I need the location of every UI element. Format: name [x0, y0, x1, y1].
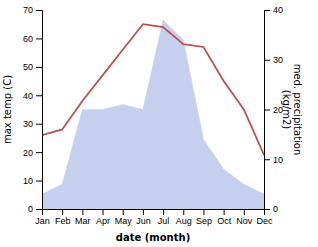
tick-label: 60 — [23, 34, 33, 44]
tick: 50 — [23, 62, 42, 72]
tick-mark — [264, 60, 270, 61]
tick-mark — [62, 209, 63, 215]
tick-mark — [36, 67, 42, 68]
tick-label: Mar — [75, 216, 91, 226]
tick-mark — [143, 209, 144, 215]
tick-label: Aug — [176, 216, 192, 226]
tick-label: Feb — [55, 216, 71, 226]
tick-mark — [224, 209, 225, 215]
axis-line — [43, 210, 265, 216]
y2-axis: 0 10 20 30 40 — [264, 5, 283, 214]
tick: 30 — [264, 55, 283, 65]
tick-label: Jan — [35, 216, 50, 226]
y2-axis-title-line: med. precipitation — [292, 64, 303, 156]
plot: JanFebMarAprMayJunJulAugSepOctNovDec0102… — [23, 5, 283, 226]
tick-mark — [36, 124, 42, 125]
tick: Apr — [96, 209, 110, 226]
tick: 20 — [264, 105, 283, 115]
tick: Sep — [196, 209, 212, 226]
tick-label: 0 — [273, 204, 278, 214]
tick-label: Dec — [256, 216, 273, 226]
tick: Mar — [75, 209, 91, 226]
tick-mark — [36, 10, 42, 11]
tick-mark — [264, 159, 270, 160]
axis-line — [36, 11, 43, 210]
area — [42, 20, 264, 209]
tick-mark — [36, 38, 42, 39]
tick-label: 50 — [23, 62, 33, 72]
tick: Jan — [35, 209, 50, 226]
tick-mark — [244, 209, 245, 215]
axis-line — [265, 11, 271, 210]
tick-mark — [264, 110, 270, 111]
tick-mark — [36, 95, 42, 96]
tick-mark — [36, 152, 42, 153]
x-axis-title: date (month) — [116, 232, 190, 243]
tick: 10 — [264, 155, 283, 165]
tick-label: Apr — [96, 216, 110, 226]
tick-label: 30 — [273, 55, 283, 65]
tick: Aug — [176, 209, 192, 226]
tick-label: Nov — [236, 216, 253, 226]
tick: Dec — [256, 209, 273, 226]
tick: 40 — [264, 5, 283, 15]
tick: Nov — [236, 209, 253, 226]
tick: May — [115, 209, 133, 226]
tick-mark — [264, 209, 270, 210]
tick: 0 — [264, 204, 278, 214]
tick: 10 — [23, 176, 42, 186]
tick: Feb — [55, 209, 71, 226]
tick-mark — [203, 209, 204, 215]
tick: 40 — [23, 91, 42, 101]
tick-label: Jun — [136, 216, 151, 226]
tick-label: 0 — [28, 204, 33, 214]
tick-label: 10 — [273, 155, 283, 165]
tick-mark — [183, 209, 184, 215]
y2-axis-title-line: (kg/m2) — [281, 90, 292, 130]
y-axis: 0 10 20 30 40 50 60 70 — [23, 5, 43, 214]
tick-mark — [103, 209, 104, 215]
tick: 60 — [23, 34, 42, 44]
tick-label: 30 — [23, 119, 33, 129]
x-axis: Jan Feb Mar Apr MayJun Jul Aug Sep Oct NovDec — [35, 209, 273, 226]
tick: Oct — [217, 209, 232, 226]
tick-mark — [163, 209, 164, 215]
tick-label: Jul — [158, 216, 170, 226]
tick-mark — [36, 181, 42, 182]
tick-mark — [123, 209, 124, 215]
line — [42, 24, 264, 155]
tick-mark — [82, 209, 83, 215]
y2-axis-title: med. precipitation(kg/m2) — [281, 64, 304, 156]
tick-label: 10 — [23, 176, 33, 186]
tick-label: 40 — [273, 5, 283, 15]
tick: Jul — [158, 209, 170, 226]
marks — [42, 20, 264, 209]
tick-mark — [264, 10, 270, 11]
tick: 30 — [23, 119, 42, 129]
tick: 20 — [23, 148, 42, 158]
tick-label: Oct — [217, 216, 232, 226]
tick-label: Sep — [196, 216, 212, 226]
y-axis-title: max temp (C) — [2, 75, 13, 144]
tick-label: 40 — [23, 91, 33, 101]
tick: 0 — [28, 204, 42, 214]
tick-label: 70 — [23, 5, 33, 15]
tick-mark — [36, 209, 42, 210]
tick: 70 — [23, 5, 42, 15]
tick: Jun — [136, 209, 151, 226]
chart: JanFebMarAprMayJunJulAugSepOctNovDec0102… — [0, 0, 318, 247]
tick-label: 20 — [23, 148, 33, 158]
tick-label: May — [115, 216, 133, 226]
